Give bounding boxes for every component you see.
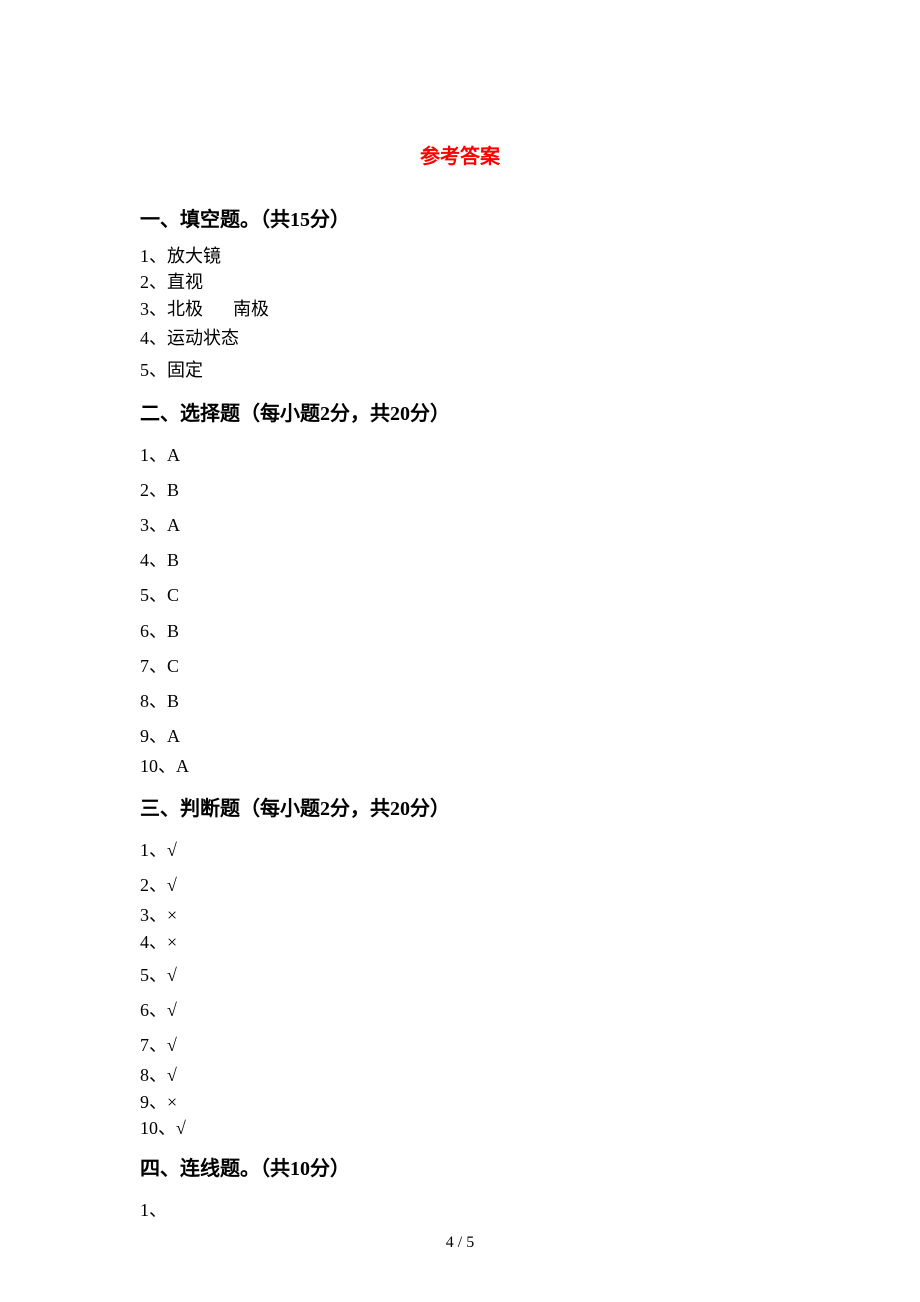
answer-3-3: 3、×	[140, 903, 780, 927]
answer-1-3: 3、北极 南极	[140, 297, 780, 321]
answer-1-5: 5、固定	[140, 357, 780, 383]
section-3-heading: 三、判断题（每小题2分，共20分）	[140, 792, 780, 821]
answer-1-3-post: 南极	[233, 299, 269, 319]
answer-1-1: 1、放大镜	[140, 244, 780, 268]
answer-3-1: 1、√	[140, 833, 780, 868]
section-matching: 四、连线题。（共10分） 1、	[140, 1152, 780, 1228]
answer-1-4: 4、运动状态	[140, 325, 780, 351]
answer-2-9: 9、A	[140, 719, 780, 754]
section-true-false: 三、判断题（每小题2分，共20分） 1、√ 2、√ 3、× 4、× 5、√ 6、…	[140, 792, 780, 1140]
page-number: 4 / 5	[0, 1234, 920, 1252]
answer-3-8: 8、√	[140, 1063, 780, 1087]
section-fill-blank: 一、填空题。（共15分） 1、放大镜 2、直视 3、北极 南极 4、运动状态 5、…	[140, 203, 780, 383]
answer-3-2: 2、√	[140, 868, 780, 903]
answer-2-7: 7、C	[140, 649, 780, 684]
answer-2-4: 4、B	[140, 543, 780, 578]
answer-2-3: 3、A	[140, 508, 780, 543]
answer-3-6: 6、√	[140, 993, 780, 1028]
answer-2-6: 6、B	[140, 614, 780, 649]
answer-4-1: 1、	[140, 1193, 780, 1228]
answer-2-1: 1、A	[140, 438, 780, 473]
answer-3-7: 7、√	[140, 1028, 780, 1063]
section-4-heading: 四、连线题。（共10分）	[140, 1152, 780, 1181]
answer-1-3-pre: 3、北极	[140, 299, 203, 319]
answer-3-4: 4、×	[140, 930, 780, 954]
answer-1-2: 2、直视	[140, 270, 780, 294]
section-1-heading: 一、填空题。（共15分）	[140, 203, 780, 232]
answer-3-9: 9、×	[140, 1090, 780, 1114]
section-2-heading: 二、选择题（每小题2分，共20分）	[140, 397, 780, 426]
page-title: 参考答案	[140, 140, 780, 169]
answer-2-5: 5、C	[140, 578, 780, 613]
answer-2-8: 8、B	[140, 684, 780, 719]
section-multiple-choice: 二、选择题（每小题2分，共20分） 1、A 2、B 3、A 4、B 5、C 6、…	[140, 397, 780, 778]
answer-3-5: 5、√	[140, 958, 780, 993]
answer-2-2: 2、B	[140, 473, 780, 508]
answer-2-10: 10、A	[140, 754, 780, 778]
answer-3-10: 10、√	[140, 1116, 780, 1140]
